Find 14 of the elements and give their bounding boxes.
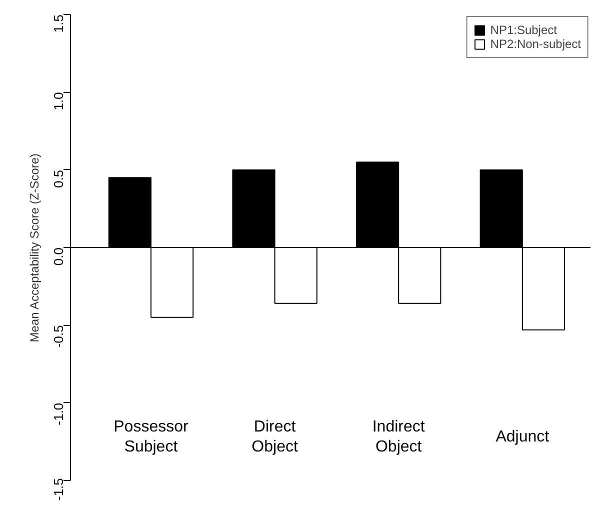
- y-tick-label: 1.0: [51, 92, 66, 110]
- legend-label: NP2:Non-subject: [490, 37, 581, 51]
- legend-label: NP1:Subject: [490, 23, 557, 37]
- y-axis-title: Mean Acceptability Score (Z-Score): [28, 153, 42, 342]
- y-tick-label: -1.0: [51, 402, 66, 426]
- y-tick-label: 1.5: [51, 14, 66, 33]
- y-tick-label: -1.5: [51, 478, 66, 500]
- x-tick-label: Direct Object: [252, 418, 298, 456]
- y-tick-label: 0.5: [51, 170, 66, 188]
- x-tick-label: Indirect Object: [372, 418, 426, 456]
- x-tick-label: Possessor Subject: [114, 418, 189, 456]
- y-tick-label: 0.0: [51, 247, 66, 266]
- x-tick-label: Adjunct: [496, 428, 550, 446]
- y-tick-label: -0.5: [51, 325, 66, 348]
